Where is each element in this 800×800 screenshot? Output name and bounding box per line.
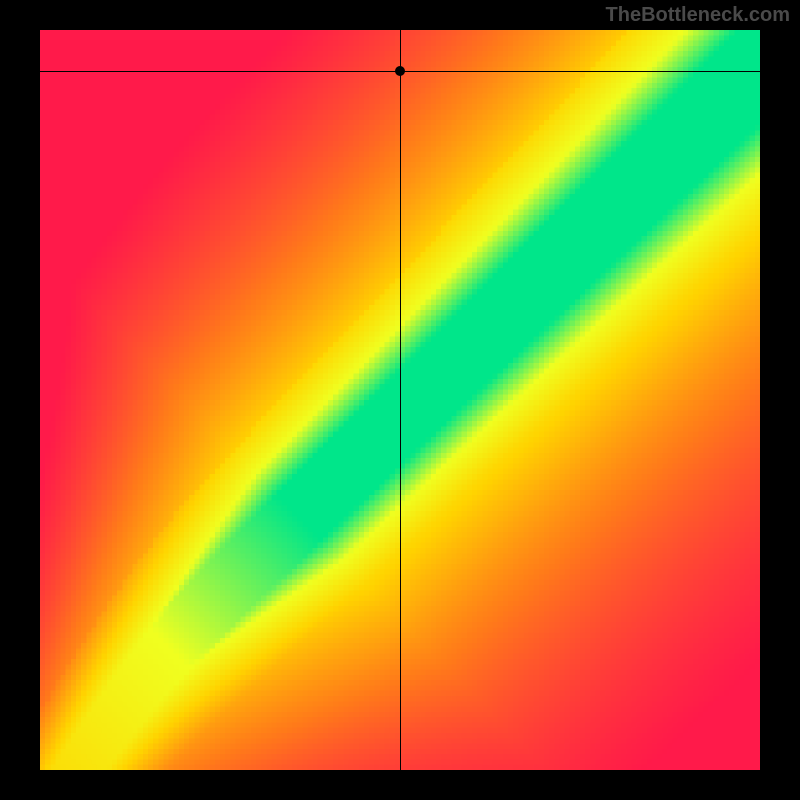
bottleneck-heatmap [40,30,760,770]
watermark: TheBottleneck.com [606,4,790,27]
crosshair-vertical [400,30,401,770]
crosshair-marker [395,66,405,76]
